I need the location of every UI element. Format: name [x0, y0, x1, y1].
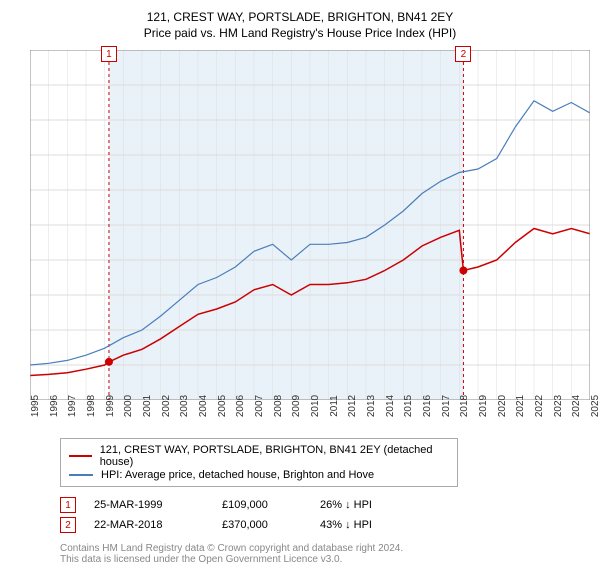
record-date: 22-MAR-2018: [94, 519, 204, 531]
x-tick-label: 2007: [254, 395, 265, 417]
record-date: 25-MAR-1999: [94, 499, 204, 511]
x-tick-label: 2008: [273, 395, 284, 417]
record-id-box: 2: [60, 517, 76, 533]
record-id-box: 1: [60, 497, 76, 513]
chart-area: £0£100K£200K£300K£400K£500K£600K£700K£80…: [30, 50, 590, 400]
legend-item: HPI: Average price, detached house, Brig…: [69, 469, 449, 481]
record-row: 1 25-MAR-1999 £109,000 26% ↓ HPI: [60, 497, 590, 513]
chart-title: 121, CREST WAY, PORTSLADE, BRIGHTON, BN4…: [10, 10, 590, 24]
attribution-line: Contains HM Land Registry data © Crown c…: [60, 543, 590, 554]
x-tick-label: 2001: [142, 395, 153, 417]
attribution: Contains HM Land Registry data © Crown c…: [60, 543, 590, 565]
legend-swatch: [69, 474, 93, 476]
x-tick-label: 2016: [422, 395, 433, 417]
x-tick-label: 2009: [291, 395, 302, 417]
transaction-records: 1 25-MAR-1999 £109,000 26% ↓ HPI 2 22-MAR-201…: [60, 497, 590, 533]
x-tick-label: 2022: [534, 395, 545, 417]
x-tick-label: 2002: [161, 395, 172, 417]
event-marker-box: 2: [455, 46, 471, 62]
event-marker-box: 1: [101, 46, 117, 62]
record-row: 2 22-MAR-2018 £370,000 43% ↓ HPI: [60, 517, 590, 533]
x-tick-label: 1999: [105, 395, 116, 417]
x-tick-label: 2012: [347, 395, 358, 417]
legend-item: 121, CREST WAY, PORTSLADE, BRIGHTON, BN4…: [69, 444, 449, 468]
x-tick-label: 2021: [515, 395, 526, 417]
legend: 121, CREST WAY, PORTSLADE, BRIGHTON, BN4…: [60, 438, 458, 487]
x-tick-label: 1995: [30, 395, 41, 417]
x-tick-label: 2000: [123, 395, 134, 417]
x-tick-label: 2004: [198, 395, 209, 417]
x-tick-label: 2013: [366, 395, 377, 417]
x-tick-label: 2005: [217, 395, 228, 417]
x-tick-label: 2025: [590, 395, 600, 417]
x-tick-label: 1998: [86, 395, 97, 417]
chart-subtitle: Price paid vs. HM Land Registry's House …: [10, 26, 590, 40]
x-tick-label: 2010: [310, 395, 321, 417]
x-tick-label: 1997: [67, 395, 78, 417]
x-tick-label: 2018: [459, 395, 470, 417]
x-tick-label: 2003: [179, 395, 190, 417]
record-diff: 43% ↓ HPI: [320, 519, 420, 531]
legend-label: HPI: Average price, detached house, Brig…: [101, 469, 374, 481]
record-price: £109,000: [222, 499, 302, 511]
x-tick-label: 2023: [553, 395, 564, 417]
x-tick-label: 2024: [571, 395, 582, 417]
x-axis-labels: 1995199619971998199920002001200220032004…: [30, 400, 590, 430]
x-tick-label: 2017: [441, 395, 452, 417]
x-tick-label: 2019: [478, 395, 489, 417]
x-tick-label: 2015: [403, 395, 414, 417]
x-tick-label: 2014: [385, 395, 396, 417]
x-tick-label: 1996: [49, 395, 60, 417]
record-price: £370,000: [222, 519, 302, 531]
x-tick-label: 2011: [329, 395, 340, 417]
legend-label: 121, CREST WAY, PORTSLADE, BRIGHTON, BN4…: [100, 444, 449, 468]
x-tick-label: 2020: [497, 395, 508, 417]
record-diff: 26% ↓ HPI: [320, 499, 420, 511]
legend-swatch: [69, 455, 92, 457]
chart-svg: [30, 50, 590, 400]
x-tick-label: 2006: [235, 395, 246, 417]
